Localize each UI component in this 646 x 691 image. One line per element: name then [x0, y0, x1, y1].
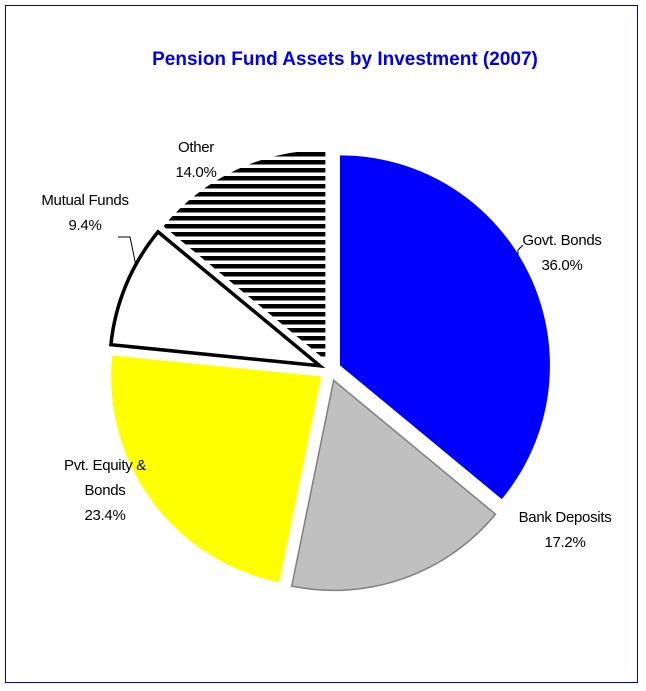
chart-frame	[5, 5, 638, 683]
slice-label: Bank Deposits 17.2%	[505, 505, 625, 555]
category-label: Govt. Bonds	[522, 232, 602, 249]
value-label: 23.4%	[84, 507, 126, 524]
pie-slice	[111, 355, 322, 583]
category-label: Mutual Funds	[41, 192, 129, 209]
pie-slice	[163, 150, 326, 361]
category-label: Pvt. Equity & Bonds	[64, 457, 146, 499]
pie-slice	[108, 229, 326, 369]
pie-slice	[290, 378, 497, 592]
value-label: 14.0%	[175, 164, 217, 181]
slice-label: Govt. Bonds 36.0%	[507, 228, 617, 278]
chart-title: Pension Fund Assets by Investment (2007)	[152, 49, 538, 70]
category-label: Bank Deposits	[518, 509, 612, 526]
slice-label: Other 14.0%	[156, 135, 236, 185]
value-label: 36.0%	[541, 257, 583, 274]
slice-label: Mutual Funds 9.4%	[25, 188, 145, 238]
value-label: 9.4%	[68, 217, 102, 234]
pie-slice	[339, 155, 550, 500]
slice-label: Pvt. Equity & Bonds 23.4%	[50, 453, 160, 528]
category-label: Other	[177, 139, 214, 156]
value-label: 17.2%	[544, 534, 586, 551]
